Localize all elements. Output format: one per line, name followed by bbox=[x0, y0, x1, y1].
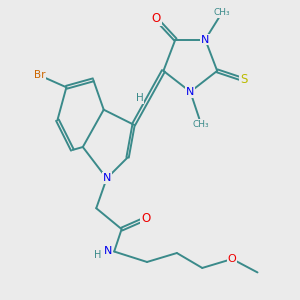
Text: N: N bbox=[103, 173, 111, 183]
Text: CH₃: CH₃ bbox=[213, 8, 230, 17]
Text: O: O bbox=[228, 254, 236, 264]
Text: N: N bbox=[186, 87, 194, 97]
Text: S: S bbox=[240, 73, 248, 86]
Text: Br: Br bbox=[34, 70, 45, 80]
Text: CH₃: CH₃ bbox=[193, 119, 209, 128]
Text: N: N bbox=[103, 246, 112, 256]
Text: H: H bbox=[94, 250, 101, 260]
Text: O: O bbox=[141, 212, 150, 225]
Text: O: O bbox=[151, 12, 160, 25]
Text: N: N bbox=[201, 34, 209, 44]
Text: H: H bbox=[136, 93, 143, 103]
